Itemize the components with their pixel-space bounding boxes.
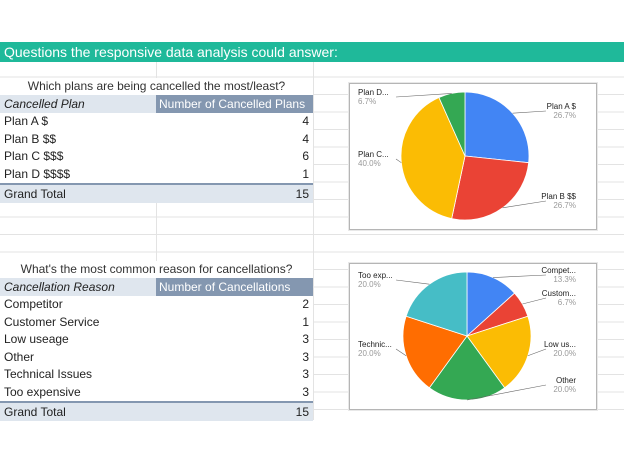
slice-label: Custom...	[542, 289, 576, 298]
row-label[interactable]: Plan C $$$	[4, 149, 64, 163]
plans-pivot-table: Which plans are being cancelled the most…	[0, 78, 313, 203]
pie-slice[interactable]	[466, 315, 532, 389]
plans-table-header: Cancelled Plan Number of Cancelled Plans	[0, 95, 313, 113]
row-value[interactable]: 1	[302, 314, 309, 329]
slice-label: Low us...	[544, 340, 576, 349]
row-value[interactable]: 4	[302, 114, 309, 128]
grand-total-row: Grand Total 15	[0, 401, 313, 421]
slice-percent: 40.0%	[358, 159, 381, 168]
slice-label: Other	[556, 376, 576, 385]
leader-line	[395, 93, 452, 98]
header-cancelled-plan[interactable]: Cancelled Plan	[0, 95, 156, 113]
table-row: Customer Service 1	[0, 313, 313, 331]
slice-percent: 20.0%	[358, 280, 381, 289]
leader-line	[527, 348, 547, 357]
row-label[interactable]: Technical Issues	[4, 367, 93, 381]
grand-total-label[interactable]: Grand Total	[4, 405, 66, 419]
row-label[interactable]: Customer Service	[4, 314, 100, 329]
slice-percent: 26.7%	[553, 201, 576, 210]
header-number-cancellations[interactable]: Number of Cancellations	[156, 278, 313, 296]
pie-slice[interactable]	[405, 271, 468, 337]
slice-percent: 20.0%	[553, 385, 576, 394]
row-label[interactable]: Plan B $$	[4, 131, 57, 146]
row-value[interactable]: 3	[302, 367, 309, 381]
row-value[interactable]: 3	[302, 384, 309, 399]
slice-percent: 20.0%	[553, 349, 576, 358]
table-row: Other 3	[0, 348, 313, 366]
reasons-table-header: Cancellation Reason Number of Cancellati…	[0, 278, 313, 296]
reasons-pie-svg: Compet...13.3%Custom...6.7%Low us...20.0…	[358, 266, 576, 401]
leader-line	[522, 297, 547, 305]
reasons-pivot-table: What's the most common reason for cancel…	[0, 261, 313, 421]
grand-total-value[interactable]: 15	[295, 187, 309, 201]
leader-line	[395, 279, 430, 285]
slice-label: Technic...	[358, 340, 392, 349]
slice-percent: 13.3%	[553, 275, 576, 284]
row-value[interactable]: 3	[302, 332, 309, 346]
leader-line	[493, 274, 547, 278]
reasons-table-caption[interactable]: What's the most common reason for cancel…	[0, 261, 313, 278]
column-divider	[156, 60, 157, 420]
leader-line	[502, 200, 547, 209]
row-label[interactable]: Too expensive	[4, 384, 81, 399]
row-label[interactable]: Other	[4, 349, 35, 364]
grand-total-label[interactable]: Grand Total	[4, 187, 66, 201]
table-row: Low useage 3	[0, 331, 313, 349]
slice-percent: 26.7%	[553, 111, 576, 120]
table-row: Plan A $ 4	[0, 113, 313, 131]
row-value[interactable]: 6	[302, 149, 309, 163]
pie-slice[interactable]	[438, 91, 466, 157]
slice-label: Compet...	[541, 266, 576, 275]
leader-line	[395, 348, 407, 357]
pie-slice[interactable]	[400, 97, 466, 220]
slice-label: Plan C...	[358, 150, 389, 159]
pie-slice[interactable]	[402, 315, 468, 389]
slice-percent: 6.7%	[558, 298, 576, 307]
header-cancellation-reason[interactable]: Cancellation Reason	[0, 278, 156, 296]
pie-slice[interactable]	[451, 155, 530, 221]
reasons-pie-chart[interactable]: Compet... 13.3% Custom... 6.7% Low us... 20.0…	[349, 263, 597, 410]
leader-line	[395, 158, 402, 163]
row-value[interactable]: 2	[302, 297, 309, 311]
leader-line	[466, 384, 547, 401]
plans-pie-svg: Plan A $26.7%Plan B $$26.7%Plan C...40.0…	[358, 88, 577, 221]
pie-slice[interactable]	[464, 91, 530, 164]
row-label[interactable]: Low useage	[4, 332, 69, 346]
slice-percent: 6.7%	[358, 97, 376, 106]
table-row: Plan B $$ 4	[0, 130, 313, 148]
row-value[interactable]: 1	[302, 166, 309, 181]
slice-percent: 20.0%	[358, 349, 381, 358]
table-row: Technical Issues 3	[0, 366, 313, 384]
leader-line	[512, 110, 547, 114]
grand-total-row: Grand Total 15	[0, 183, 313, 203]
slice-label: Plan B $$	[541, 192, 576, 201]
section-header[interactable]: Questions the responsive data analysis c…	[0, 42, 624, 62]
table-row: Plan C $$$ 6	[0, 148, 313, 166]
table-row: Too expensive 3	[0, 383, 313, 401]
grand-total-value[interactable]: 15	[295, 405, 309, 419]
row-label[interactable]: Plan D $$$$	[4, 166, 71, 181]
slice-label: Plan D...	[358, 88, 389, 97]
row-label[interactable]: Plan A $	[4, 114, 49, 128]
row-value[interactable]: 4	[302, 131, 309, 146]
column-divider	[313, 60, 314, 420]
row-value[interactable]: 3	[302, 349, 309, 364]
plans-pie-chart[interactable]: Plan A $26.7% Plan B $$ 26.7% Plan C... 40.0…	[349, 83, 597, 230]
slice-label: Too exp...	[358, 271, 393, 280]
row-label[interactable]: Competitor	[4, 297, 63, 311]
pie-slice[interactable]	[466, 271, 516, 337]
header-number-cancelled-plans[interactable]: Number of Cancelled Plans	[156, 95, 313, 113]
table-row: Plan D $$$$ 1	[0, 165, 313, 183]
slice-label: Plan A $	[547, 102, 577, 111]
table-row: Competitor 2	[0, 296, 313, 314]
plans-table-caption[interactable]: Which plans are being cancelled the most…	[0, 78, 313, 95]
